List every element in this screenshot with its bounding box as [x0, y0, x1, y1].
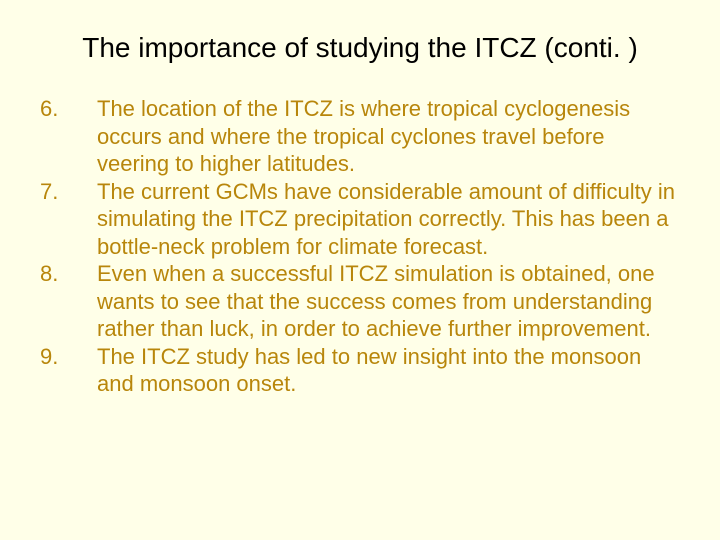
list-item-text: Even when a successful ITCZ simulation i…	[97, 260, 680, 343]
list-item-number: 6.	[40, 95, 85, 178]
list-item-number: 7.	[40, 178, 85, 261]
list-item-text: The location of the ITCZ is where tropic…	[97, 95, 680, 178]
list-item-text: The ITCZ study has led to new insight in…	[97, 343, 680, 398]
numbered-list: 6. The location of the ITCZ is where tro…	[40, 95, 680, 398]
slide-title: The importance of studying the ITCZ (con…	[40, 30, 680, 65]
list-item-number: 8.	[40, 260, 85, 343]
list-item-number: 9.	[40, 343, 85, 398]
list-item-text: The current GCMs have considerable amoun…	[97, 178, 680, 261]
slide-container: The importance of studying the ITCZ (con…	[0, 0, 720, 540]
